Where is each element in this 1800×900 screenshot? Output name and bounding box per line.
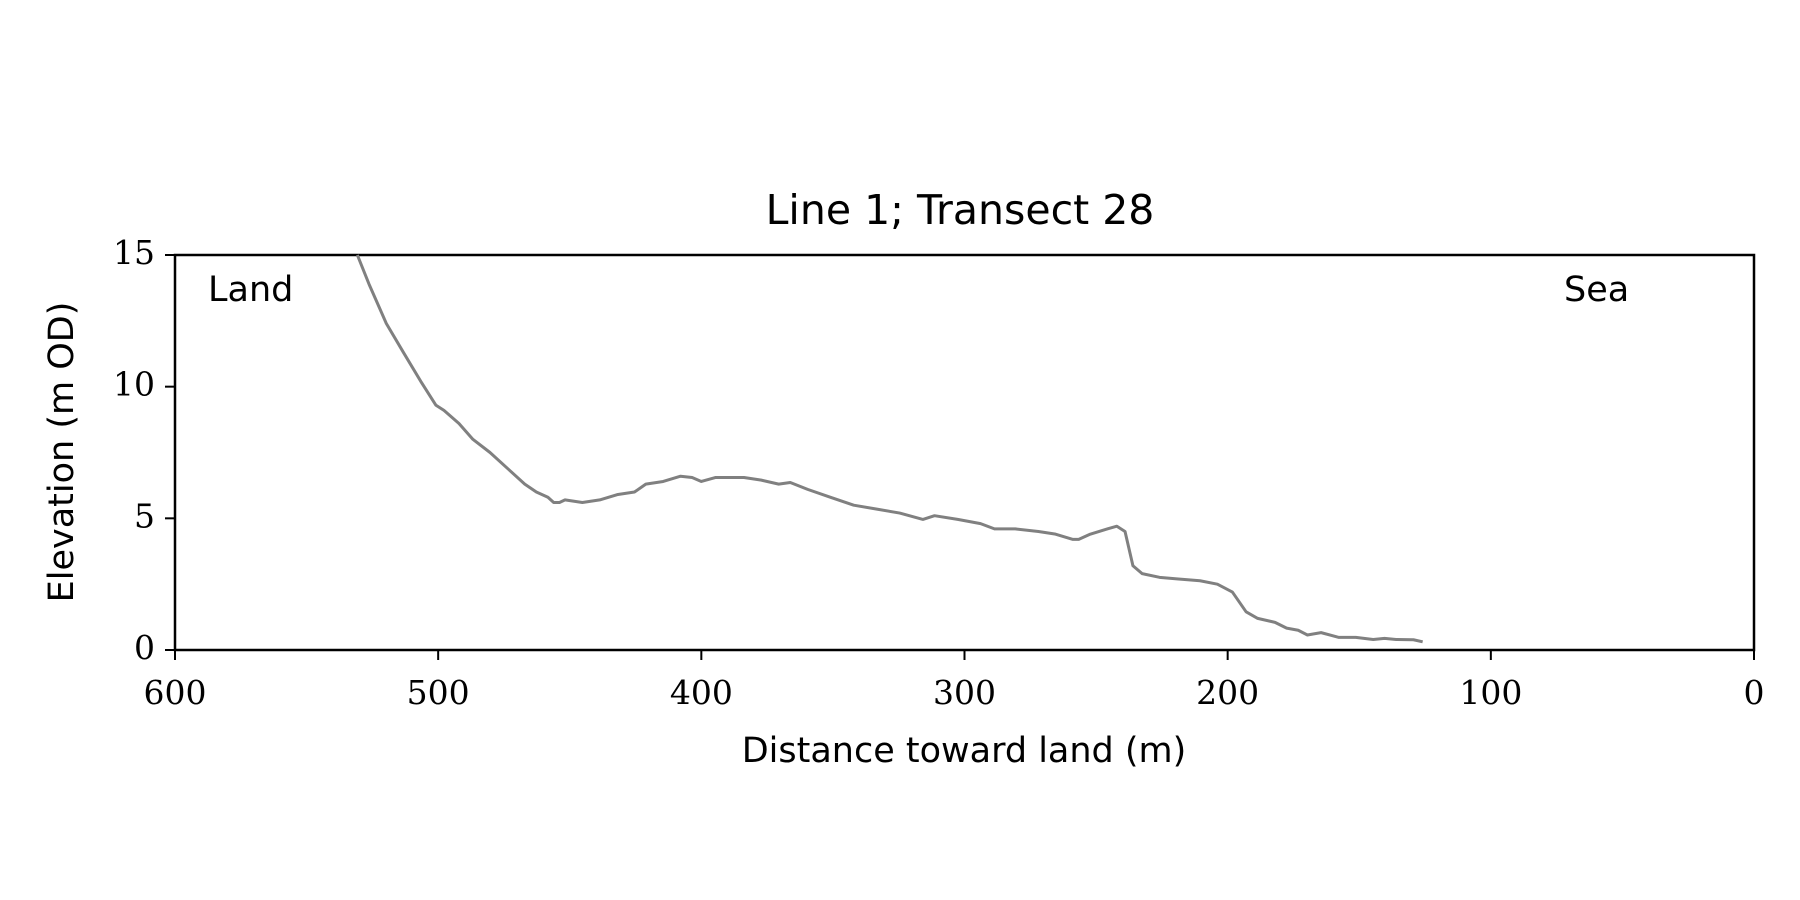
y-tick-label: 10 [113, 365, 155, 404]
x-tick-label: 400 [670, 673, 733, 712]
data-line [355, 254, 1424, 644]
x-tick-label: 200 [1196, 673, 1259, 712]
annotation: Land [208, 270, 293, 310]
y-axis-label: Elevation (m OD) [42, 302, 82, 603]
x-axis-label: Distance toward land (m) [742, 731, 1187, 771]
x-tick-label: 0 [1744, 673, 1765, 712]
x-tick-label: 100 [1459, 673, 1522, 712]
x-tick-label: 500 [407, 673, 470, 712]
x-tick-label: 300 [933, 673, 996, 712]
plot-frame [173, 253, 1756, 652]
y-tick-label: 15 [113, 233, 155, 272]
y-tick-label: 5 [134, 496, 155, 535]
annotation: Sea [1564, 270, 1629, 310]
y-tick-label: 0 [134, 628, 155, 667]
x-tick-label: 600 [144, 673, 207, 712]
chart-title: Line 1; Transect 28 [766, 186, 1155, 234]
